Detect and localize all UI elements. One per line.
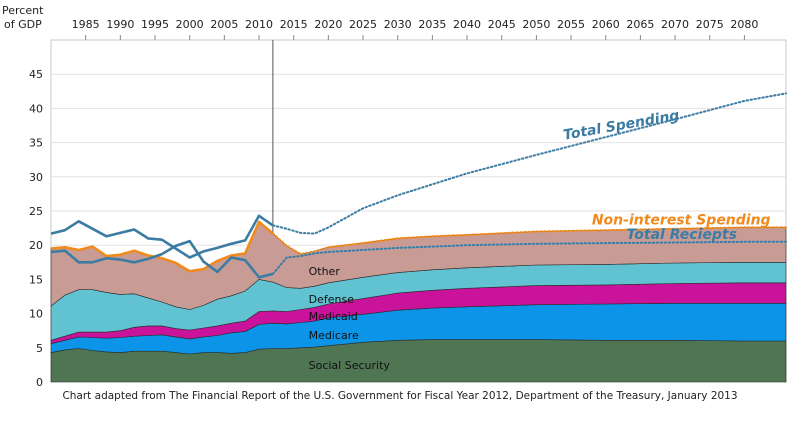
area-label-medicaid: Medicaid: [309, 310, 358, 323]
x-tick-label: 2075: [696, 18, 724, 31]
x-tick-label: 2045: [488, 18, 516, 31]
x-tick-label: 2060: [592, 18, 620, 31]
x-tick-label: 2080: [730, 18, 758, 31]
line-total-spending-historical: [50, 214, 274, 259]
x-tick-label: 2000: [176, 18, 204, 31]
y-tick-label: 10: [29, 308, 43, 321]
line-non-interest-spending-historical: [50, 220, 274, 273]
line-non-interest-spending-projected: [271, 226, 787, 256]
x-tick-label: 2070: [661, 18, 689, 31]
y-tick-label: 5: [36, 342, 43, 355]
y-tick-label: 20: [29, 239, 43, 252]
area-label-social-security: Social Security: [309, 359, 391, 372]
y-axis-label-line: Percent: [2, 4, 44, 17]
x-tick-label: 2020: [314, 18, 342, 31]
area-label-other: Other: [309, 265, 341, 278]
line-total-reciepts-historical: [50, 239, 274, 279]
x-tick-label: 2025: [349, 18, 377, 31]
x-tick-label: 2030: [384, 18, 412, 31]
y-axis-label: Percent of GDP: [2, 4, 44, 31]
x-tick-label: 2010: [245, 18, 273, 31]
chart-caption: Chart adapted from The Financial Report …: [62, 390, 738, 402]
y-tick-label: 40: [29, 102, 43, 115]
y-tick-label: 0: [36, 376, 43, 389]
y-tick-label: 15: [29, 273, 43, 286]
y-tick-label: 25: [29, 205, 43, 218]
y-tick-label: 45: [29, 68, 43, 81]
series-annotation: Total Reciepts: [627, 227, 737, 243]
y-tick-label: 30: [29, 171, 43, 184]
x-tick-label: 1990: [106, 18, 134, 31]
line-total-reciepts-projected: [271, 240, 787, 275]
x-tick-label: 2005: [210, 18, 238, 31]
x-tick-label: 2065: [626, 18, 654, 31]
y-axis-label-line: of GDP: [4, 18, 42, 31]
x-tick-label: 2015: [280, 18, 308, 31]
series-annotation: Total Spending: [562, 108, 681, 144]
area-label-medicare: Medicare: [309, 329, 359, 342]
x-tick-label: 1985: [72, 18, 100, 31]
stacked-areas: [50, 221, 787, 383]
y-tick-label: 35: [29, 137, 43, 150]
line-total-spending-projected: [271, 92, 787, 235]
series-lines: [50, 92, 787, 279]
series-annotation: Non-interest Spending: [592, 212, 771, 228]
x-tick-label: 2055: [557, 18, 585, 31]
x-tick-label: 1995: [141, 18, 169, 31]
x-tick-label: 2035: [418, 18, 446, 31]
area-label-defense: Defense: [309, 293, 355, 306]
x-tick-label: 2050: [522, 18, 550, 31]
x-tick-label: 2040: [453, 18, 481, 31]
